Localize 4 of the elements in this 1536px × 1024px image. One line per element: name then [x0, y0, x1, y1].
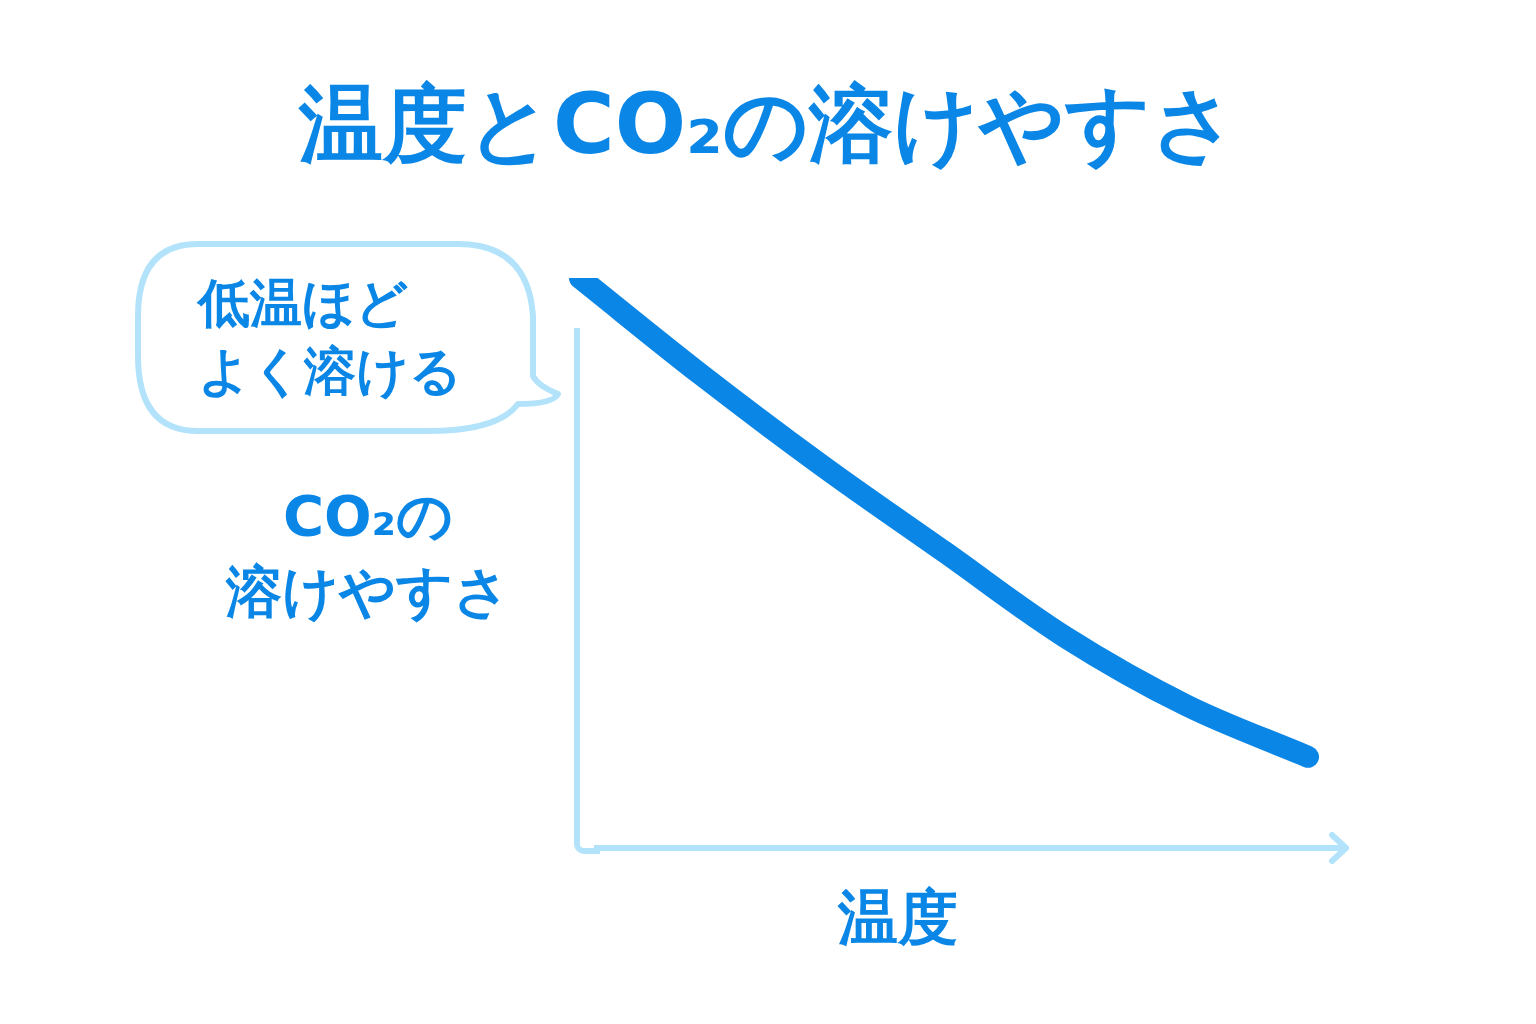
y-axis-title: CO₂の溶けやすさ [224, 482, 511, 626]
text: 低温ほどよく溶ける [198, 272, 462, 403]
chart-title: 温度とCO₂の溶けやすさ [297, 74, 1238, 175]
x-axis-title: 温度 [837, 881, 959, 954]
